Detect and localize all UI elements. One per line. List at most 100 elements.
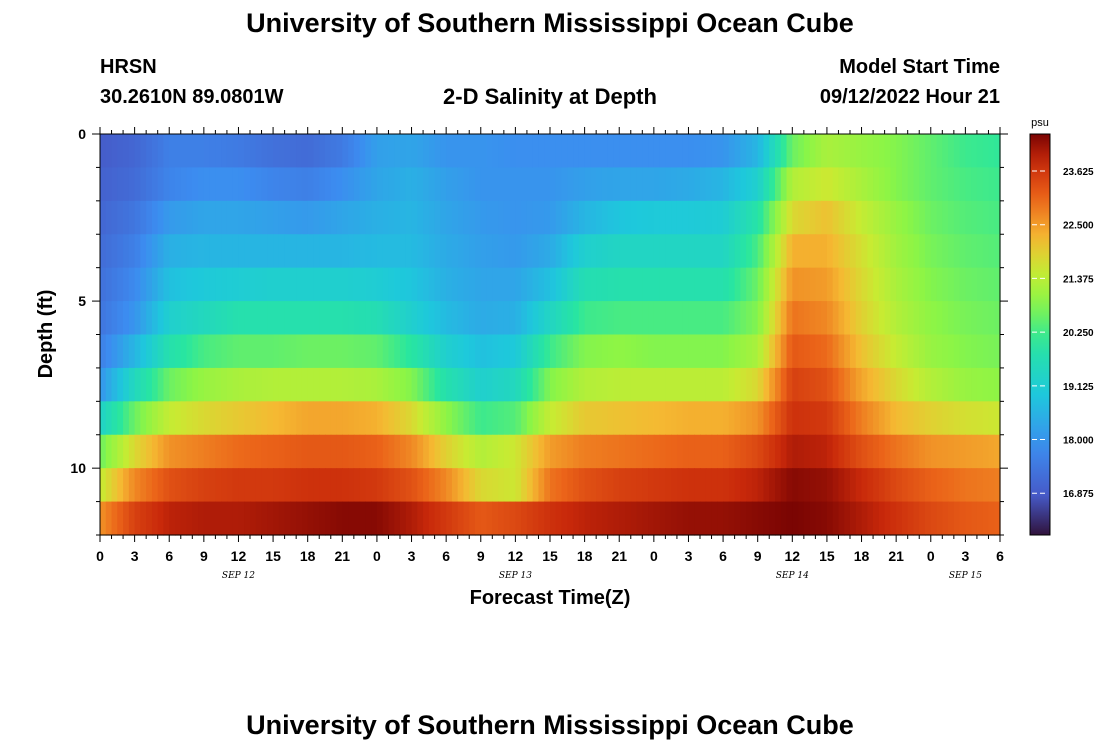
heatmap-cell [728, 468, 736, 503]
heatmap-cell [625, 334, 632, 369]
heatmap-cell [492, 267, 499, 302]
heatmap-cell [342, 434, 349, 469]
heatmap-cell [365, 468, 372, 503]
heatmap-cell [676, 301, 684, 336]
heatmap-cell [901, 434, 909, 469]
heatmap-cell [498, 401, 505, 436]
heatmap-cell [117, 334, 124, 369]
heatmap-cell [913, 334, 920, 369]
heatmap-cell [653, 501, 661, 536]
heatmap-cell [503, 267, 511, 302]
heatmap-cell [682, 267, 690, 302]
heatmap-cell [751, 401, 759, 436]
heatmap-cell [942, 267, 949, 302]
heatmap-cell [988, 200, 995, 235]
heatmap-cell [844, 367, 851, 402]
heatmap-cell [780, 301, 788, 336]
heatmap-cell [994, 468, 1001, 503]
heatmap-cell [959, 167, 966, 202]
heatmap-cell [596, 401, 603, 436]
heatmap-cell [151, 267, 159, 302]
heatmap-cell [175, 200, 182, 235]
heatmap-cell [365, 367, 372, 402]
heatmap-cell [180, 367, 188, 402]
heatmap-cell [798, 200, 805, 235]
heatmap-cell [226, 267, 234, 302]
heatmap-cell [873, 401, 880, 436]
heatmap-cell [965, 334, 972, 369]
heatmap-cell [746, 234, 753, 269]
heatmap-cell [751, 468, 759, 503]
heatmap-cell [359, 434, 366, 469]
heatmap-cell [688, 401, 695, 436]
heatmap-cell [313, 134, 320, 169]
heatmap-cell [826, 134, 834, 169]
colorbar-tick-label: 22.500 [1063, 221, 1094, 232]
heatmap-cell [221, 234, 228, 269]
heatmap-cell [123, 167, 130, 202]
heatmap-cell [786, 267, 793, 302]
heatmap-cell [457, 301, 465, 336]
heatmap-cell [319, 401, 326, 436]
heatmap-cell [411, 367, 418, 402]
x-tick-label: 9 [200, 548, 208, 564]
heatmap-cell [325, 367, 332, 402]
heatmap-cell [336, 301, 343, 336]
heatmap-cell [232, 401, 240, 436]
heatmap-cell [688, 501, 695, 536]
heatmap-cell [417, 501, 424, 536]
heatmap-cell [723, 301, 730, 336]
heatmap-cell [567, 301, 574, 336]
heatmap-cell [717, 301, 724, 336]
heatmap-cell [728, 167, 736, 202]
heatmap-cell [913, 167, 920, 202]
heatmap-cell [255, 200, 263, 235]
heatmap-cell [244, 367, 251, 402]
heatmap-cell [705, 167, 713, 202]
heatmap-cell [942, 468, 949, 503]
heatmap-cell [601, 468, 609, 503]
heatmap-cell [751, 200, 759, 235]
heatmap-cell [440, 134, 447, 169]
heatmap-cell [451, 401, 459, 436]
heatmap-cell [976, 334, 984, 369]
heatmap-cell [515, 367, 522, 402]
heatmap-cell [867, 301, 874, 336]
heatmap-cell [526, 367, 534, 402]
heatmap-cell [613, 334, 620, 369]
heatmap-cell [930, 200, 938, 235]
heatmap-cell [878, 267, 886, 302]
heatmap-cell [838, 167, 845, 202]
heatmap-cell [209, 267, 216, 302]
heatmap-cell [146, 334, 153, 369]
heatmap-cell [613, 468, 620, 503]
heatmap-cell [555, 301, 563, 336]
heatmap-cell [763, 134, 770, 169]
heatmap-cell [498, 167, 505, 202]
heatmap-cell [861, 200, 868, 235]
heatmap-cell [642, 200, 649, 235]
heatmap-cell [371, 401, 378, 436]
heatmap-cell [405, 434, 413, 469]
heatmap-cell [982, 367, 990, 402]
heatmap-cell [290, 434, 297, 469]
heatmap-cell [982, 434, 990, 469]
heatmap-cell [278, 200, 286, 235]
heatmap-cell [942, 134, 949, 169]
heatmap-cell [832, 234, 840, 269]
heatmap-cell [798, 468, 805, 503]
heatmap-cell [480, 401, 488, 436]
heatmap-cell [590, 267, 597, 302]
heatmap-cell [596, 234, 603, 269]
heatmap-cell [630, 301, 638, 336]
heatmap-cell [203, 134, 211, 169]
heatmap-cell [325, 267, 332, 302]
heatmap-cell [728, 367, 736, 402]
heatmap-cell [965, 267, 972, 302]
heatmap-cell [728, 334, 736, 369]
heatmap-cell [440, 401, 447, 436]
heatmap-cell [267, 468, 274, 503]
colorbar-tick-label: 23.625 [1063, 167, 1094, 178]
heatmap-cell [723, 234, 730, 269]
